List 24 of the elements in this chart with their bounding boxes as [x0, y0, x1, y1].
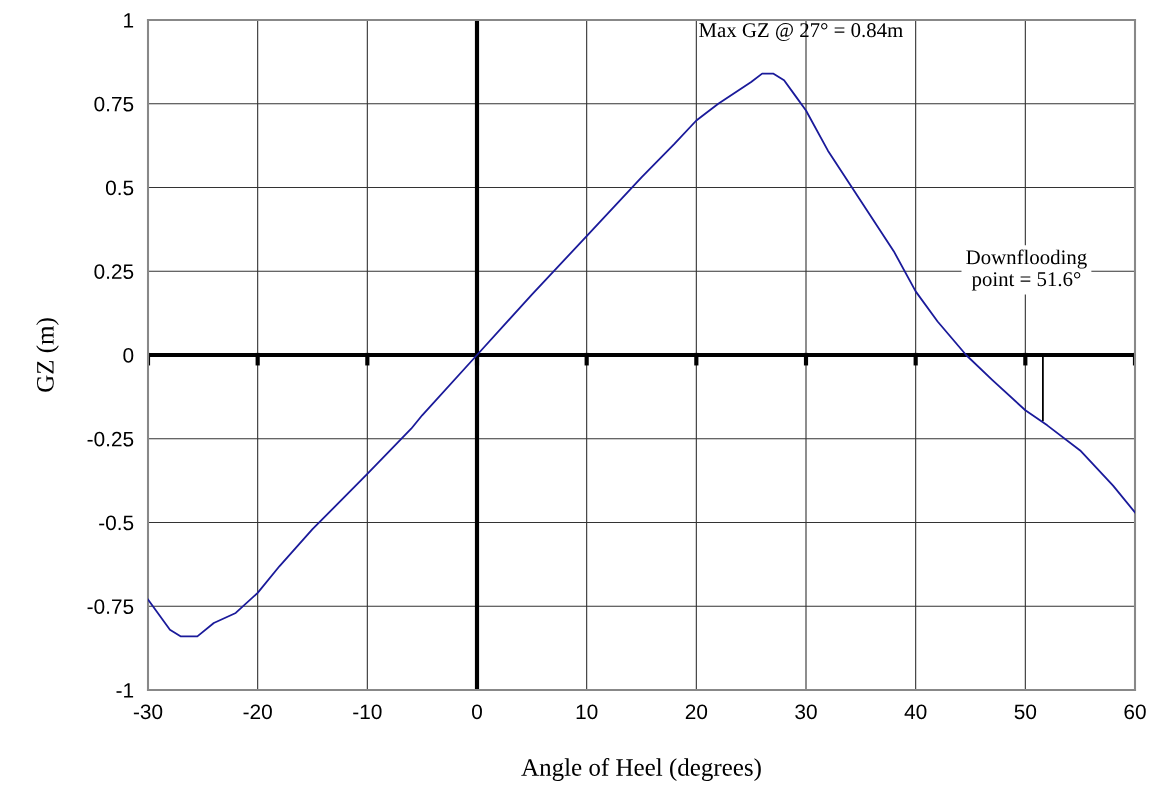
y-tick-label: -0.25: [87, 431, 134, 447]
x-tick-label: -30: [133, 704, 163, 720]
y-tick-label: 0.25: [94, 264, 134, 279]
y-tick-label: -1: [116, 683, 134, 698]
x-tick-label: -10: [353, 704, 382, 720]
y-axis-title: GZ (m): [36, 318, 59, 392]
y-tick-label: 0.5: [105, 180, 134, 196]
x-axis-title: Angle of Heel (degrees): [521, 758, 761, 782]
x-tick-label: 10: [576, 704, 598, 720]
y-tick-label: 0: [123, 348, 134, 363]
x-tick-label: 60: [1124, 704, 1146, 720]
y-tick-label: 1: [124, 13, 134, 28]
annotation: Downflooding point = 51.6°: [966, 249, 1087, 291]
line-series: [148, 72, 1135, 638]
x-tick-label: -20: [243, 704, 272, 720]
x-tick-label: 40: [904, 704, 927, 720]
x-tick-label: 0: [472, 704, 482, 720]
y-tick-label: -0.5: [99, 515, 134, 531]
y-tick-label: -0.75: [87, 599, 134, 614]
x-tick-label: 30: [795, 704, 817, 720]
annotation: Max GZ @ 27° = 0.84m: [699, 23, 903, 41]
x-tick-label: 50: [1014, 704, 1037, 720]
y-tick-label: 0.75: [94, 96, 134, 112]
x-tick-label: 20: [685, 704, 708, 720]
